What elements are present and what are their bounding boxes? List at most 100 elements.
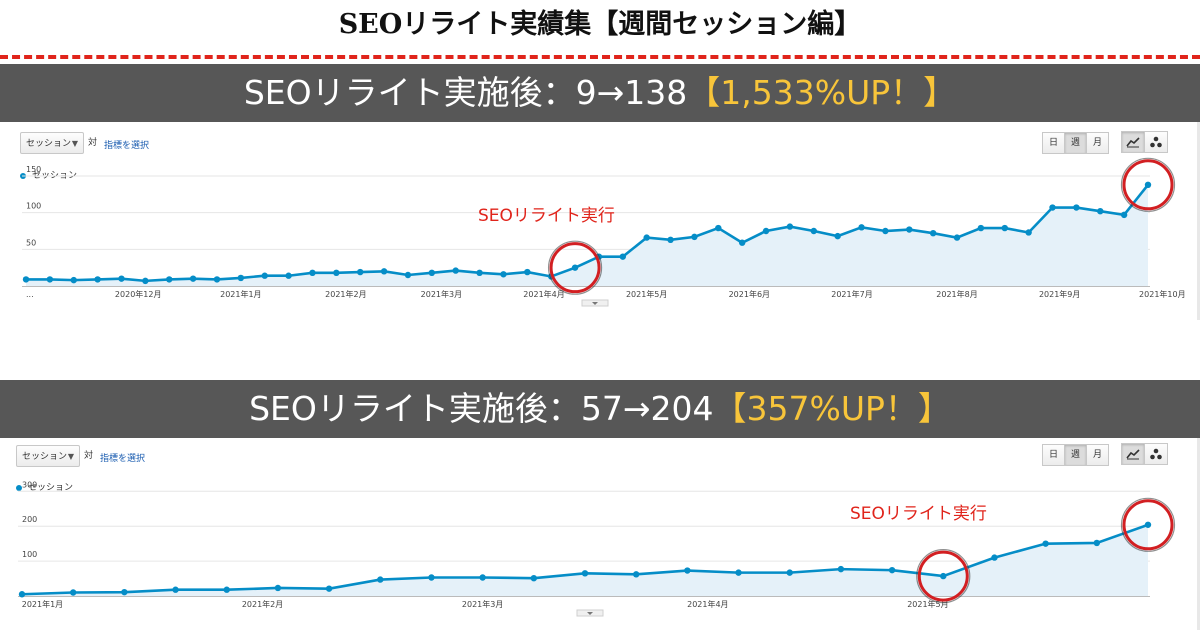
data-point[interactable] bbox=[166, 276, 173, 283]
period-month-button[interactable]: 月 bbox=[1086, 132, 1109, 154]
data-point[interactable] bbox=[380, 268, 388, 275]
line-chart-view-button[interactable] bbox=[1121, 443, 1145, 465]
data-point[interactable] bbox=[1093, 539, 1101, 547]
sessions-chart-1: 50 100 150... 2020年12月 2021年1月 2021年2月 2021年3月… bbox=[22, 157, 1186, 307]
data-point[interactable] bbox=[762, 227, 770, 235]
x-tick-label: ... bbox=[26, 290, 34, 299]
data-point[interactable] bbox=[18, 591, 26, 598]
data-point[interactable] bbox=[786, 569, 793, 576]
data-point[interactable] bbox=[735, 569, 742, 576]
data-point[interactable] bbox=[237, 274, 245, 282]
data-point[interactable] bbox=[172, 586, 179, 593]
data-point[interactable] bbox=[1049, 204, 1056, 211]
x-tick-label: 2021年5月 bbox=[907, 599, 948, 609]
metric-select-value: セッション bbox=[26, 139, 72, 149]
data-point[interactable] bbox=[953, 234, 961, 241]
data-point[interactable] bbox=[524, 268, 531, 276]
data-point[interactable] bbox=[452, 267, 459, 274]
data-point[interactable] bbox=[530, 574, 538, 582]
data-point[interactable] bbox=[738, 239, 746, 246]
dashed-divider bbox=[0, 55, 1200, 59]
data-point[interactable] bbox=[786, 223, 794, 230]
data-point[interactable] bbox=[357, 268, 364, 276]
highlight-circle bbox=[1122, 159, 1174, 211]
motion-chart-view-button[interactable] bbox=[1144, 131, 1168, 153]
data-point[interactable] bbox=[940, 572, 947, 580]
data-point[interactable] bbox=[834, 232, 841, 240]
x-tick-label: 2021年7月 bbox=[831, 289, 872, 299]
data-point[interactable] bbox=[213, 276, 221, 283]
data-point[interactable] bbox=[643, 234, 650, 241]
period-month-button[interactable]: 月 bbox=[1086, 444, 1109, 466]
chevron-down-icon bbox=[587, 612, 593, 615]
period-day-button[interactable]: 日 bbox=[1042, 444, 1065, 466]
data-point[interactable] bbox=[428, 269, 436, 276]
data-point[interactable] bbox=[1001, 224, 1008, 232]
period-toggle: 日 週 月 bbox=[1042, 132, 1109, 154]
banner-2-highlight: 【357%UP！】 bbox=[713, 389, 951, 428]
data-point[interactable] bbox=[977, 224, 985, 232]
data-point[interactable] bbox=[325, 585, 333, 592]
data-point[interactable] bbox=[882, 227, 889, 235]
legend-label: セッション bbox=[28, 483, 74, 493]
data-point[interactable] bbox=[1097, 208, 1104, 215]
data-point[interactable] bbox=[619, 253, 627, 260]
data-point[interactable] bbox=[118, 275, 125, 282]
data-point[interactable] bbox=[571, 264, 579, 271]
data-point[interactable] bbox=[906, 226, 913, 233]
data-point[interactable] bbox=[991, 554, 998, 561]
data-point[interactable] bbox=[837, 565, 845, 573]
data-point[interactable] bbox=[94, 276, 101, 283]
data-point[interactable] bbox=[667, 236, 674, 243]
data-point[interactable] bbox=[142, 277, 149, 285]
data-point[interactable] bbox=[428, 574, 435, 581]
data-point[interactable] bbox=[858, 224, 865, 231]
choose-metric-link[interactable]: 指標を選択 bbox=[100, 454, 146, 464]
banner-2: SEOリライト実施後：57→204【357%UP！】 bbox=[0, 380, 1200, 438]
data-point[interactable] bbox=[500, 271, 507, 278]
sessions-chart-2: 100 200 300 2021年1月 2021年2月 2021年3月 2021年4月 202… bbox=[18, 480, 1176, 617]
data-point[interactable] bbox=[309, 269, 316, 276]
data-point[interactable] bbox=[69, 589, 77, 596]
data-point[interactable] bbox=[1025, 229, 1032, 236]
data-point[interactable] bbox=[189, 275, 197, 282]
line-chart-icon bbox=[1126, 449, 1140, 460]
data-point[interactable] bbox=[810, 227, 817, 235]
data-point[interactable] bbox=[1144, 181, 1152, 188]
view-toggle bbox=[1121, 443, 1168, 465]
data-point[interactable] bbox=[479, 574, 486, 581]
data-point[interactable] bbox=[223, 586, 230, 593]
highlight-circle bbox=[1122, 499, 1174, 551]
choose-metric-link[interactable]: 指標を選択 bbox=[104, 141, 150, 151]
data-point[interactable] bbox=[404, 271, 412, 279]
highlight-circle-shadow bbox=[547, 240, 603, 295]
data-point[interactable] bbox=[261, 272, 268, 279]
data-point[interactable] bbox=[476, 269, 483, 276]
data-point[interactable] bbox=[632, 571, 640, 578]
motion-chart-view-button[interactable] bbox=[1144, 443, 1168, 465]
data-point[interactable] bbox=[121, 588, 128, 596]
metric-select[interactable]: セッション ▼ bbox=[16, 445, 80, 467]
data-point[interactable] bbox=[333, 269, 340, 276]
data-point[interactable] bbox=[285, 272, 292, 279]
x-tick-label: 2021年1月 bbox=[22, 599, 63, 609]
data-point[interactable] bbox=[1042, 540, 1049, 547]
data-point[interactable] bbox=[1120, 211, 1128, 219]
data-point[interactable] bbox=[22, 276, 30, 283]
data-point[interactable] bbox=[377, 576, 384, 583]
data-point[interactable] bbox=[715, 224, 722, 232]
data-point[interactable] bbox=[1144, 521, 1152, 528]
metric-select[interactable]: セッション ▼ bbox=[20, 132, 84, 154]
data-point[interactable] bbox=[888, 566, 896, 574]
series-area bbox=[26, 184, 1148, 286]
highlight-circle-shadow bbox=[1120, 497, 1176, 552]
data-point[interactable] bbox=[581, 570, 589, 577]
period-toggle: 日 週 月 bbox=[1042, 444, 1109, 466]
data-point[interactable] bbox=[46, 276, 54, 283]
data-point[interactable] bbox=[684, 567, 691, 574]
data-point[interactable] bbox=[70, 276, 77, 284]
data-point[interactable] bbox=[929, 230, 937, 237]
data-point[interactable] bbox=[1073, 204, 1080, 211]
data-point[interactable] bbox=[691, 233, 698, 241]
data-point[interactable] bbox=[274, 584, 282, 592]
